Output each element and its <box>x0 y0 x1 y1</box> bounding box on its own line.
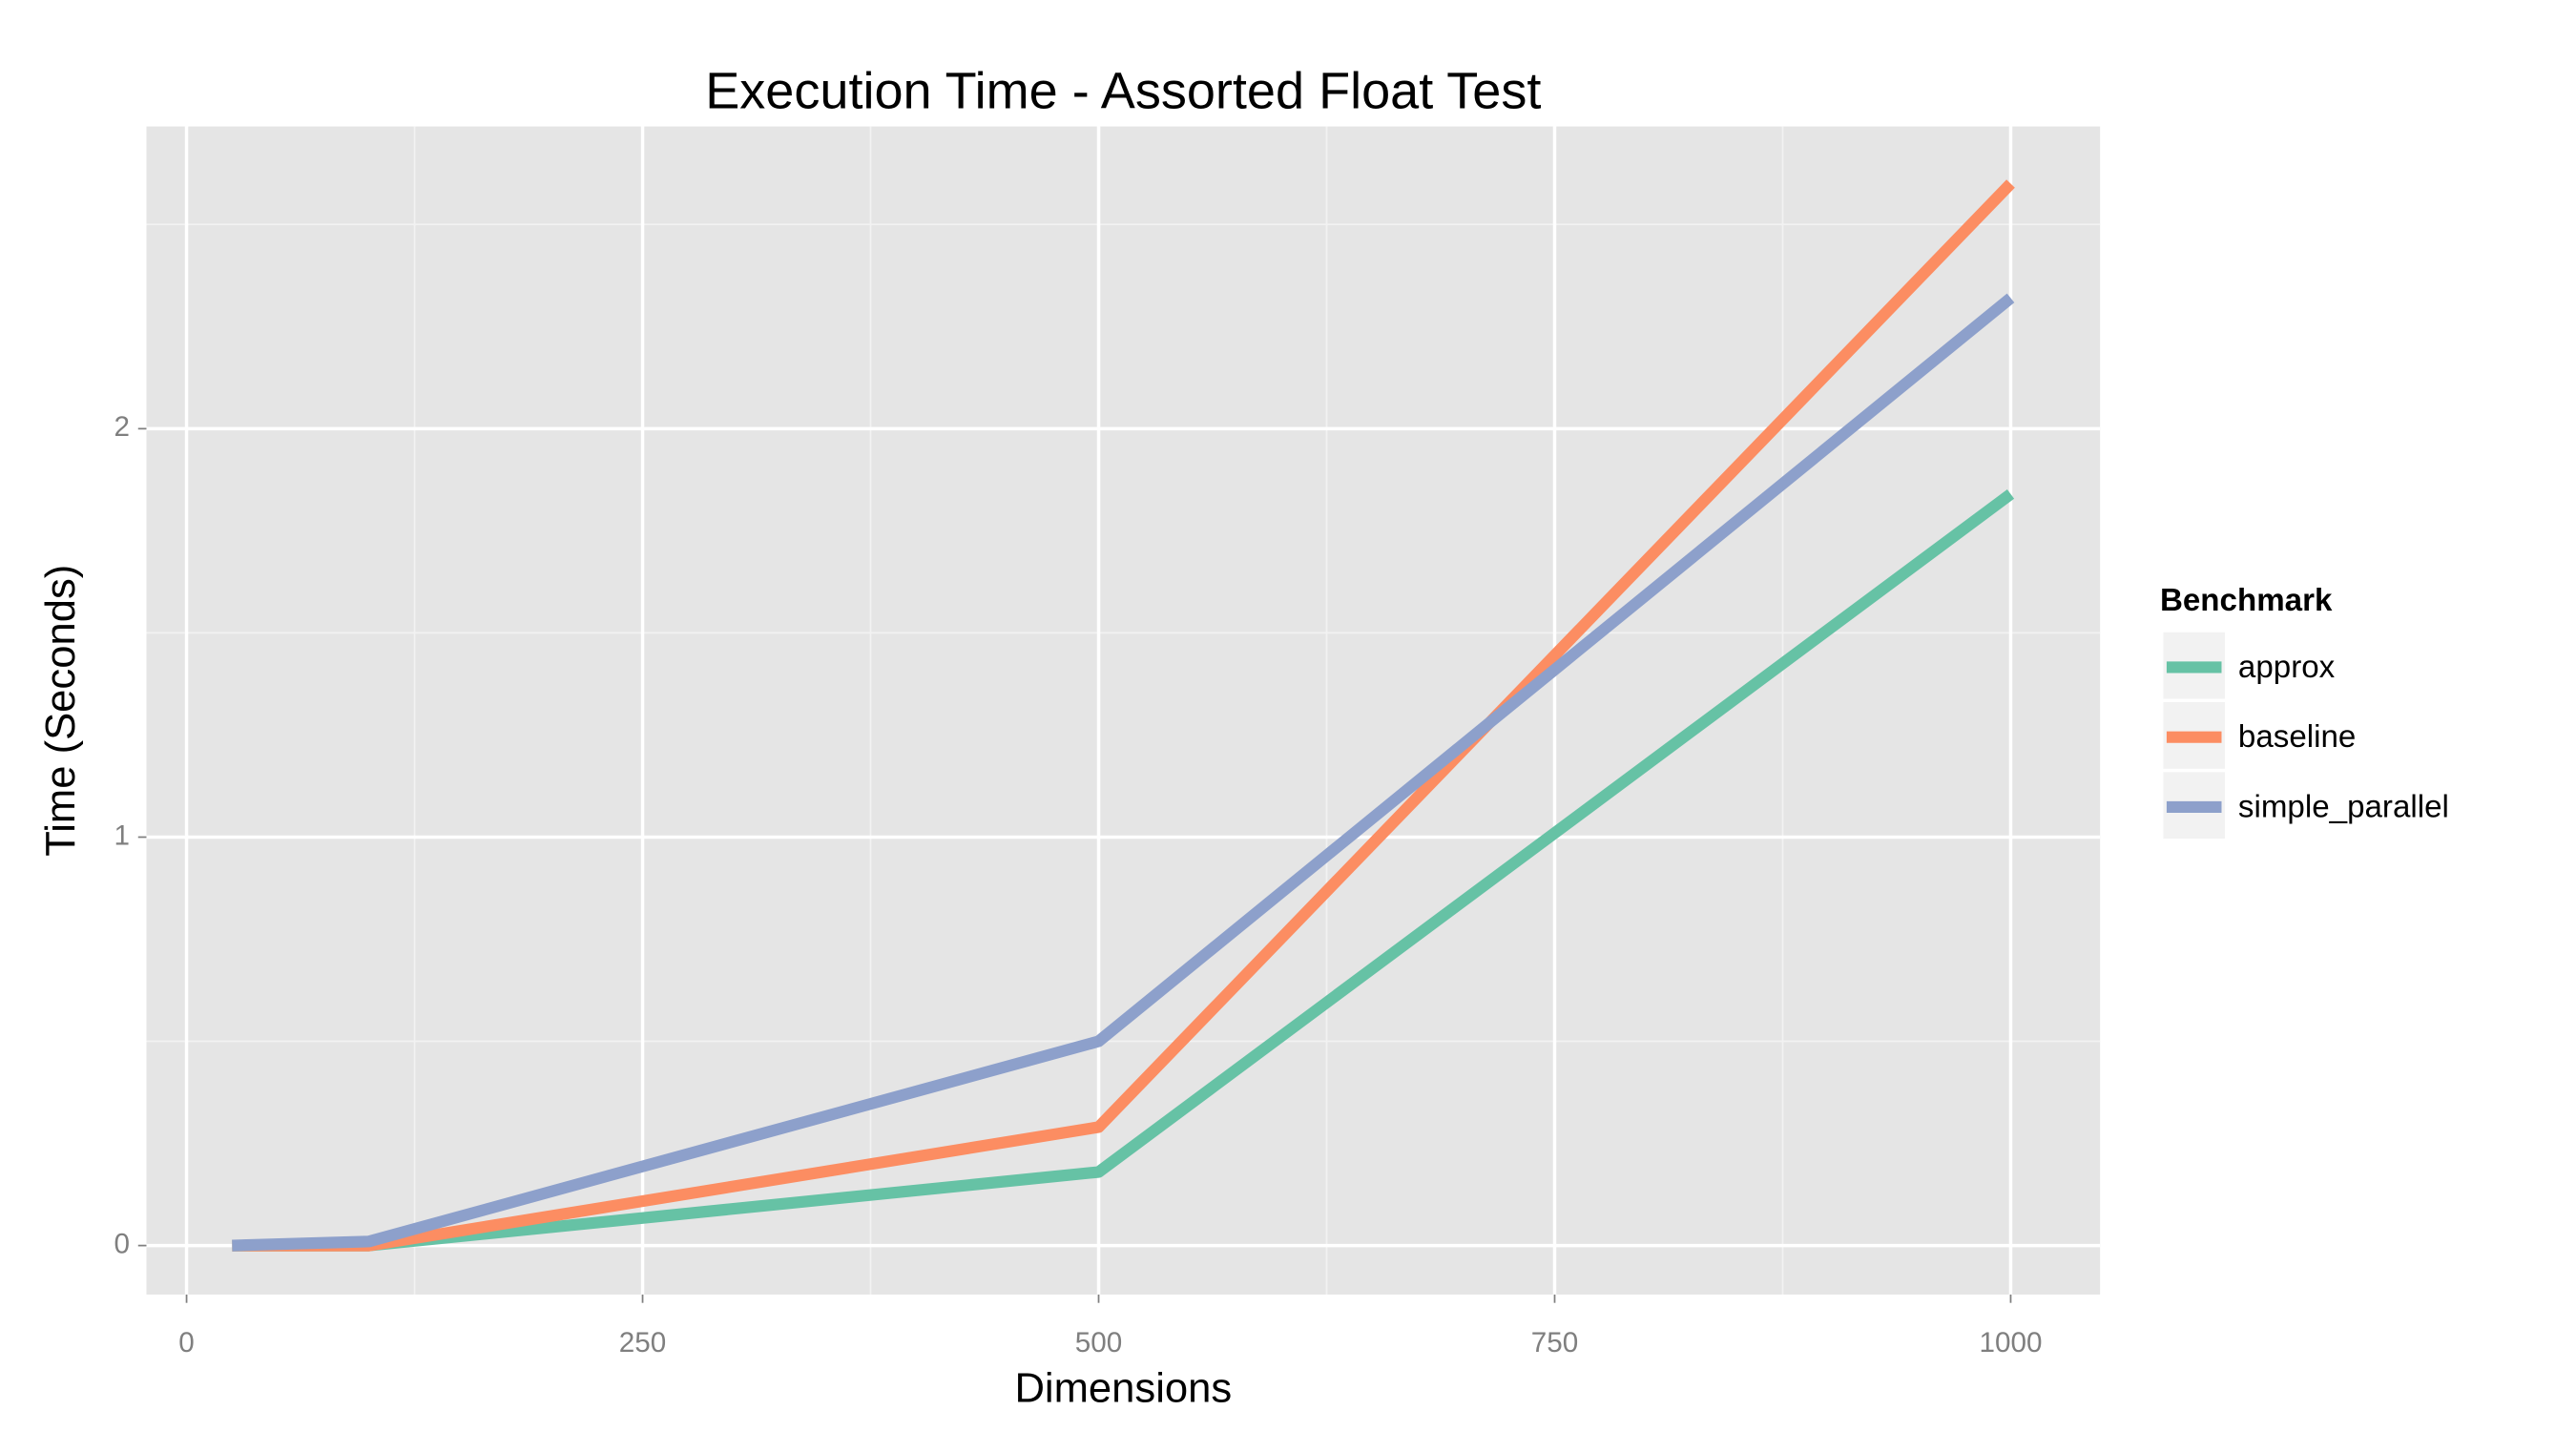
x-tick-label: 750 <box>1531 1327 1578 1358</box>
series-line <box>232 293 2015 1252</box>
legend-label: baseline <box>2238 719 2356 755</box>
chart-title: Execution Time - Assorted Float Test <box>705 63 1541 120</box>
x-tick-label: 0 <box>178 1327 195 1358</box>
x-tick-label: 1000 <box>1980 1327 2043 1358</box>
legend: approx baseline simple_parallel <box>2163 632 2449 840</box>
legend-label: approx <box>2238 650 2336 685</box>
y-tick-label: 1 <box>114 819 130 851</box>
x-tick-label: 500 <box>1075 1327 1122 1358</box>
plot-panel <box>146 126 2101 1295</box>
legend-title: Benchmark <box>2160 583 2333 618</box>
x-axis-label: Dimensions <box>1014 1366 1232 1412</box>
x-tick-label: 250 <box>619 1327 666 1358</box>
legend-label: simple_parallel <box>2238 789 2449 824</box>
lines <box>232 179 2015 1252</box>
y-axis-label: Time (Seconds) <box>38 565 84 857</box>
y-tick-label: 2 <box>114 411 130 443</box>
y-tick-label: 0 <box>114 1228 130 1259</box>
